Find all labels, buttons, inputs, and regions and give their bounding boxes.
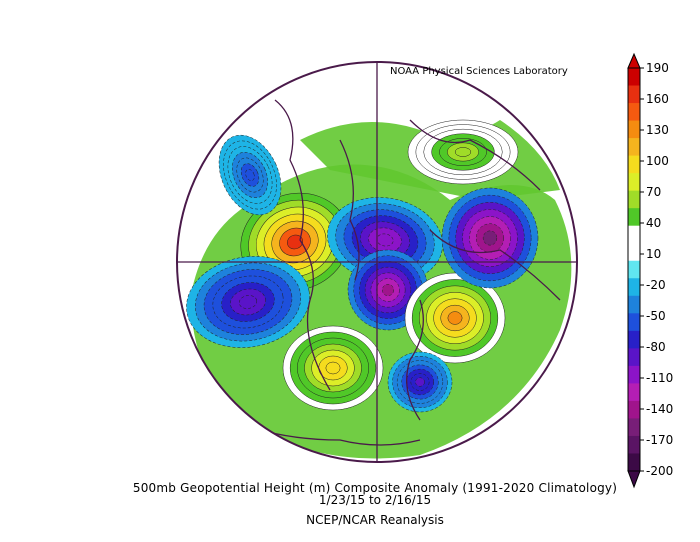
chart-title: 500mb Geopotential Height (m) Composite …	[132, 481, 618, 495]
colorbar-tick-label: 190	[646, 61, 669, 75]
colorbar-segment	[628, 278, 640, 297]
coastline	[406, 299, 424, 421]
coastline	[429, 229, 561, 301]
anomaly-center	[218, 134, 282, 216]
colorbar-tick-label: -200	[646, 464, 674, 478]
colorbar-segment	[628, 85, 640, 104]
colorbar-segment	[628, 383, 640, 402]
anomaly-center	[387, 351, 453, 413]
colorbar-segment	[628, 208, 640, 227]
colorbar-segment	[628, 225, 640, 244]
anomaly-center	[404, 272, 506, 364]
colorbar-bottom-arrow	[627, 470, 641, 489]
date-range: 1/23/15 to 2/16/15	[318, 493, 432, 507]
coastline	[339, 139, 360, 281]
colorbar-segment	[628, 260, 640, 279]
colorbar-segment	[628, 365, 640, 384]
colorbar-segment	[628, 313, 640, 332]
anomaly-center	[282, 325, 384, 411]
colorbar-tick-label: 70	[646, 185, 662, 199]
map-outline	[176, 61, 578, 463]
colorbar-tick-label: 100	[646, 154, 669, 168]
anomaly-center	[441, 187, 539, 289]
colorbar	[627, 52, 644, 489]
colorbar-segment	[628, 103, 640, 122]
colorbar-tick-label: -140	[646, 402, 674, 416]
colorbar-tick-label: -110	[646, 371, 674, 385]
colorbar-segment	[628, 68, 640, 87]
colorbar-segment	[628, 190, 640, 209]
colorbar-tick-label: -50	[646, 309, 666, 323]
anomaly-center	[186, 256, 310, 348]
colorbar-segment	[628, 243, 640, 262]
polar-map	[177, 62, 577, 462]
geography-lines	[177, 62, 577, 462]
colorbar-segment	[628, 173, 640, 192]
colorbar-tick-label: 130	[646, 123, 669, 137]
colorbar-top-arrow	[627, 52, 641, 69]
colorbar-tick-label: -80	[646, 340, 666, 354]
colorbar-segment	[628, 453, 640, 472]
coastline	[409, 119, 541, 191]
colorbar-segment	[628, 295, 640, 314]
colorbar-segment	[628, 120, 640, 139]
anomaly-fields	[186, 119, 572, 459]
colorbar-segment	[628, 330, 640, 349]
colorbar-segment	[628, 348, 640, 367]
anomaly-center	[407, 119, 519, 185]
colorbar-tick-label: 40	[646, 216, 662, 230]
coastline	[274, 99, 331, 391]
credit-label: NOAA Physical Sciences Laboratory	[390, 66, 568, 77]
colorbar-segment	[628, 138, 640, 157]
colorbar-segment	[628, 418, 640, 437]
colorbar-segment	[628, 435, 640, 454]
colorbar-segment	[628, 155, 640, 174]
colorbar-tick-label: -20	[646, 278, 666, 292]
colorbar-tick-label: 10	[646, 247, 662, 261]
colorbar-segment	[628, 400, 640, 419]
colorbar-tick-label: 160	[646, 92, 669, 106]
colorbar-tick-label: -170	[646, 433, 674, 447]
data-source: NCEP/NCAR Reanalysis	[306, 513, 444, 527]
